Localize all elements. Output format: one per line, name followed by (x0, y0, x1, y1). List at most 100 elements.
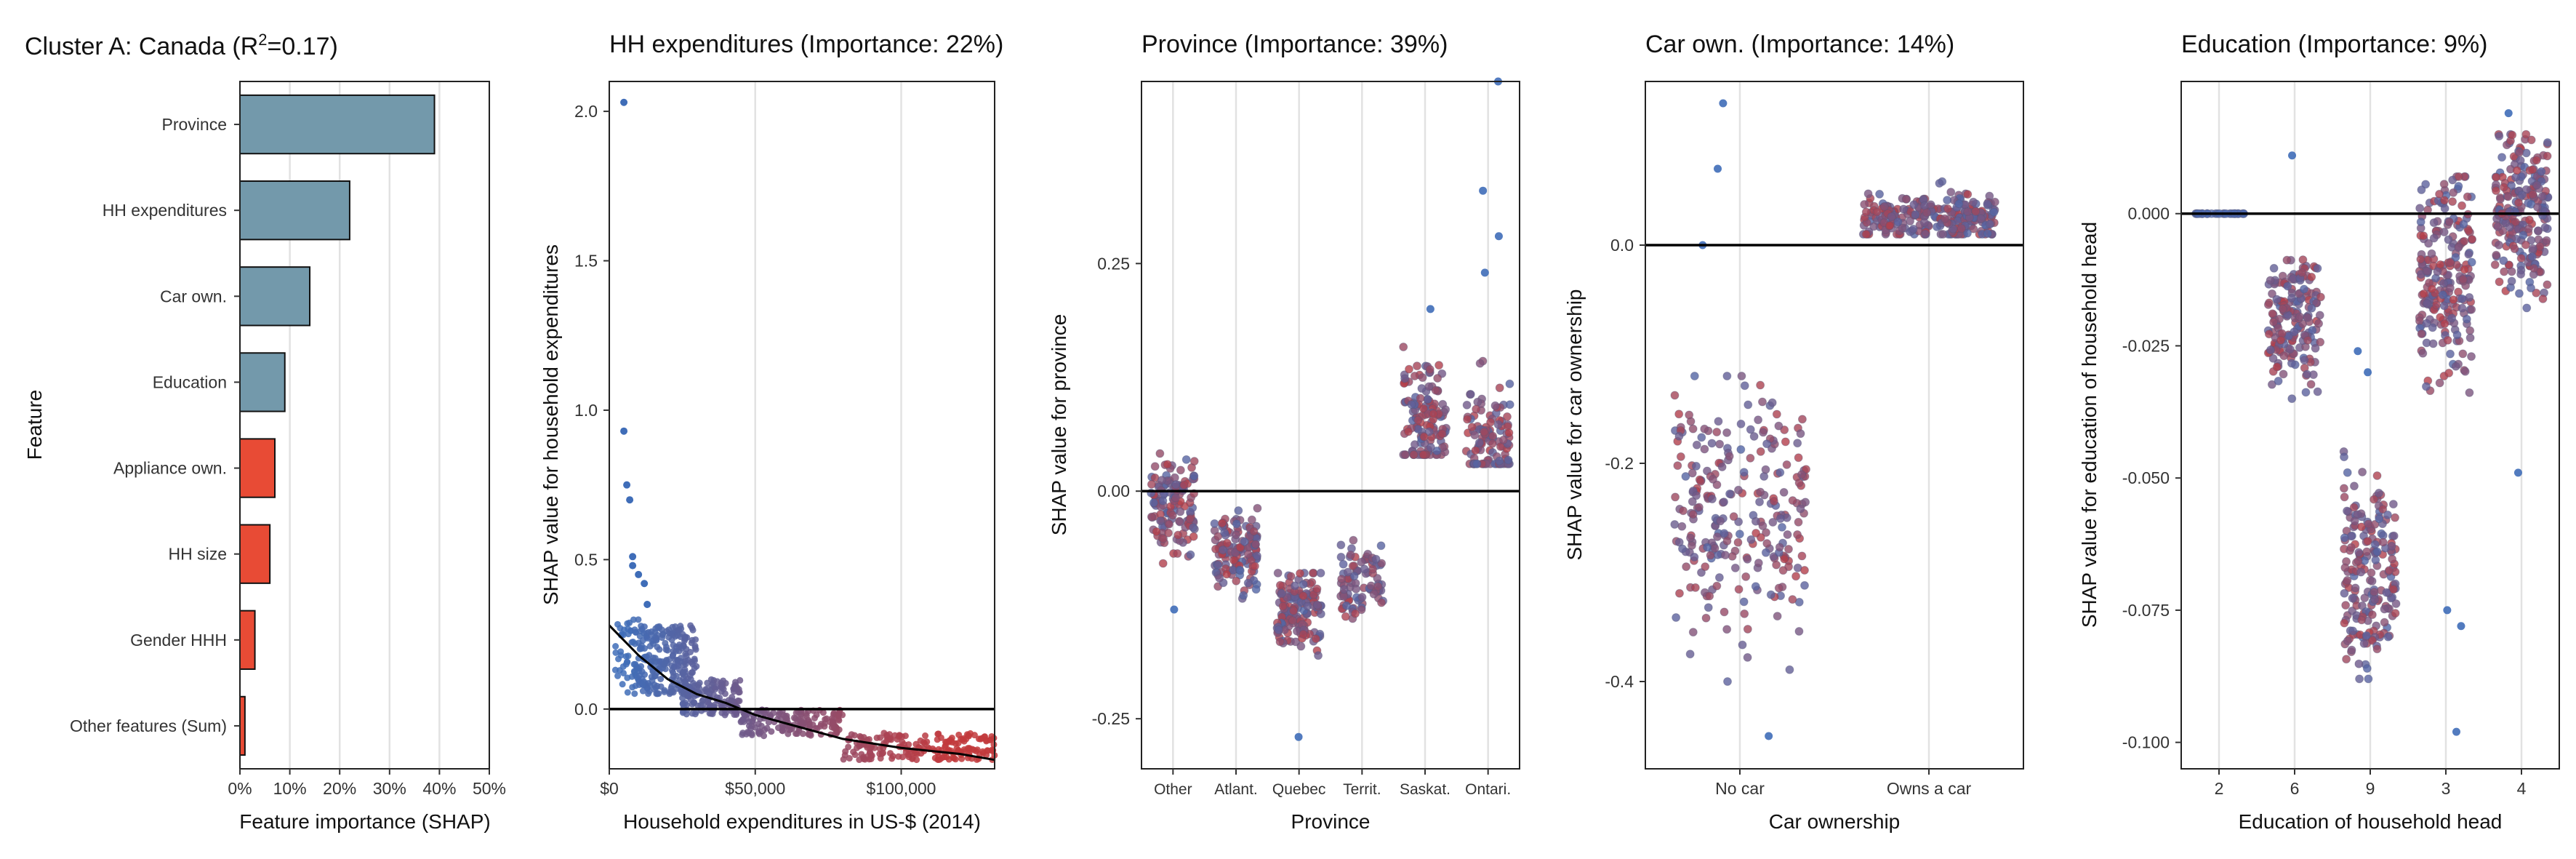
data-point (2499, 183, 2508, 192)
data-point (1352, 584, 1361, 594)
data-point (1720, 529, 1729, 538)
data-point (2448, 175, 2457, 185)
data-point (2491, 186, 2500, 196)
data-point (1472, 459, 1482, 468)
data-point (1158, 496, 1168, 506)
data-point (1779, 487, 1789, 497)
data-point (2452, 330, 2462, 340)
data-point (670, 652, 677, 659)
data-point (2465, 326, 2475, 335)
data-point (1769, 497, 1778, 506)
data-point (1479, 186, 1488, 195)
data-point (1714, 164, 1722, 173)
plot-frame (239, 81, 490, 770)
data-point (1426, 443, 1435, 452)
data-point (718, 703, 726, 710)
data-point (2342, 655, 2351, 664)
chart-title-cluster: Cluster A: Canada (R2=0.17) (25, 31, 338, 60)
data-point (1505, 400, 1514, 409)
data-point (639, 687, 646, 695)
data-point (2528, 190, 2537, 199)
data-point (1337, 575, 1347, 584)
panel-car-ownership: Car own. (Importance: 14%) No car Owns a … (1563, 31, 2024, 833)
data-point (2465, 388, 2474, 397)
y-tick-label: 0.000 (2127, 204, 2170, 223)
data-point (1480, 268, 1489, 277)
data-point (2372, 644, 2382, 654)
data-point (1213, 560, 1223, 570)
data-point (1435, 361, 1444, 370)
data-point (2422, 298, 2431, 308)
data-point (1909, 200, 1919, 209)
data-point (1674, 588, 1684, 598)
data-point (1733, 485, 1743, 495)
data-point (888, 736, 895, 743)
data-point (2391, 513, 2400, 522)
data-point (2507, 267, 2516, 276)
data-point (718, 688, 725, 695)
data-point (1462, 400, 1472, 409)
data-point (2282, 255, 2292, 265)
data-point (2388, 554, 2397, 564)
data-point (1860, 200, 1869, 209)
x-tick-label: 40% (422, 779, 456, 798)
data-point (2492, 250, 2501, 260)
data-point (952, 756, 959, 763)
data-point (1312, 600, 1322, 610)
data-point (2467, 257, 2476, 267)
data-point (2439, 227, 2449, 236)
data-point (1426, 305, 1435, 313)
y-axis-label: SHAP value for household expenditures (539, 244, 562, 605)
data-point (1165, 519, 1174, 529)
data-point (1682, 562, 1691, 572)
data-point (1719, 99, 1728, 108)
data-point (1410, 372, 1419, 381)
bar (239, 524, 271, 584)
data-point (2287, 394, 2297, 404)
data-point (1278, 602, 1288, 611)
data-point (2356, 567, 2366, 577)
data-point (638, 675, 646, 682)
data-point (1710, 543, 1720, 553)
data-point (1410, 440, 1419, 450)
data-point (1706, 551, 1715, 560)
data-point (1729, 512, 1738, 522)
data-point (2492, 172, 2501, 182)
data-point (1215, 573, 1224, 583)
data-point (2516, 156, 2525, 165)
data-point (1155, 449, 1165, 458)
y-axis-label: SHAP value for car ownership (1563, 289, 1586, 561)
data-point (628, 639, 635, 646)
data-point (2417, 329, 2426, 338)
data-point (1797, 470, 1806, 479)
data-point (1189, 471, 1199, 481)
data-point (1741, 572, 1751, 581)
data-point (1969, 224, 1978, 233)
data-point (1475, 359, 1485, 368)
data-point (917, 737, 924, 744)
data-point (1712, 581, 1722, 591)
data-point (859, 754, 867, 761)
data-point (641, 580, 649, 588)
data-point (1762, 439, 1772, 449)
data-point (2527, 236, 2536, 245)
data-point (2460, 265, 2469, 274)
data-point (2349, 503, 2359, 512)
bar (239, 610, 256, 670)
data-point (2465, 333, 2475, 343)
data-point (657, 675, 665, 682)
data-point (830, 724, 838, 732)
data-point (2279, 351, 2289, 361)
chart-title-education: Education (Importance: 9%) (2181, 31, 2487, 58)
data-point (2537, 167, 2546, 176)
data-point (2424, 239, 2433, 248)
data-point (1431, 385, 1440, 395)
data-point (1488, 431, 1498, 441)
data-point (1505, 379, 1514, 388)
data-point (1919, 218, 1929, 228)
data-point (1674, 409, 1684, 419)
data-point (1368, 564, 1378, 574)
data-point (1291, 637, 1301, 647)
data-point (2490, 260, 2500, 270)
data-point (2422, 266, 2431, 276)
